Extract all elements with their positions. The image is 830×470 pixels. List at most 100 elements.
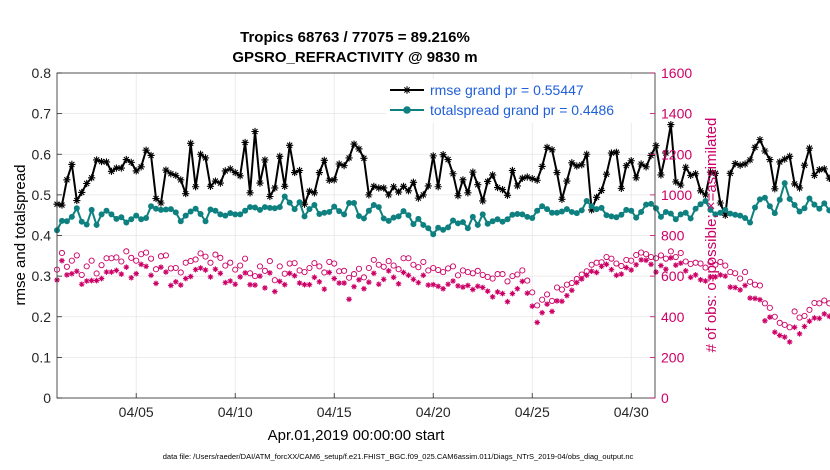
assimilated-obs-point	[465, 282, 471, 289]
totalspread-point	[400, 208, 407, 215]
totalspread-point	[410, 221, 417, 228]
totalspread-point	[598, 204, 605, 211]
rmse-point	[419, 191, 427, 199]
possible-obs-point	[316, 263, 323, 270]
possible-obs-point	[504, 278, 511, 285]
assimilated-obs-point	[197, 265, 204, 271]
assimilated-obs-point	[509, 290, 516, 297]
possible-obs-point	[306, 264, 313, 272]
rmse-point	[602, 170, 611, 178]
rmse-point	[484, 177, 492, 186]
rmse-point	[795, 184, 804, 192]
rmse-point	[538, 162, 546, 171]
possible-obs-point	[400, 255, 407, 262]
rmse-point	[127, 158, 135, 166]
rmse-point	[152, 194, 160, 203]
y-right-tick-label: 800	[661, 228, 685, 244]
assimilated-obs-point	[578, 276, 585, 282]
totalspread-point	[692, 205, 699, 212]
rmse-point	[711, 169, 719, 177]
chart-title-line2: GPSRO_REFRACTIVITY @ 9830 m	[232, 49, 477, 66]
assimilated-obs-point	[217, 270, 224, 277]
totalspread-point	[608, 213, 615, 220]
totalspread-point	[811, 201, 818, 208]
rmse-point	[102, 158, 111, 166]
totalspread-point	[469, 213, 476, 220]
totalspread-point	[722, 206, 729, 213]
possible-obs-point	[449, 263, 457, 270]
possible-obs-point	[311, 260, 318, 267]
legend-rmse-marker	[403, 86, 411, 94]
possible-obs-point	[816, 300, 823, 307]
possible-obs-point	[534, 302, 541, 309]
totalspread-point	[331, 203, 338, 210]
possible-obs-point	[202, 253, 209, 260]
assimilated-obs-point	[252, 282, 258, 288]
y-left-tick-label: 0.1	[32, 349, 52, 365]
rmse-point	[271, 184, 279, 192]
assimilated-obs-point	[366, 279, 372, 286]
rmse-point	[335, 160, 343, 168]
x-tick-label: 04/20	[416, 404, 451, 420]
assimilated-obs-point	[361, 285, 367, 292]
possible-obs-point	[544, 291, 551, 298]
possible-obs-point	[479, 271, 486, 278]
assimilated-obs-point	[583, 272, 590, 279]
possible-obs-point	[697, 260, 704, 267]
assimilated-obs-point	[781, 334, 788, 340]
rmse-point	[503, 191, 512, 199]
rmse-point	[305, 187, 314, 195]
possible-obs-point	[667, 248, 674, 255]
totalspread-point	[123, 219, 130, 226]
possible-obs-point	[489, 275, 496, 282]
assimilated-obs-point	[771, 329, 778, 335]
assimilated-obs-point	[222, 279, 229, 286]
assimilated-obs-point	[455, 283, 461, 289]
totalspread-point	[286, 199, 293, 206]
totalspread-point	[271, 205, 278, 212]
assimilated-obs-point	[806, 318, 813, 325]
possible-obs-point	[613, 260, 620, 267]
possible-obs-point	[148, 255, 155, 262]
possible-obs-point	[276, 263, 283, 270]
legend-box	[386, 79, 650, 123]
rmse-point	[677, 181, 685, 189]
rmse-point	[83, 179, 91, 188]
possible-obs-point	[776, 319, 783, 326]
possible-obs-point	[707, 259, 714, 266]
assimilated-obs-point	[786, 339, 793, 345]
totalspread-point	[707, 206, 714, 213]
y-left-tick-label: 0.3	[32, 268, 52, 284]
totalspread-point	[63, 218, 70, 225]
assimilated-obs-point	[133, 270, 140, 277]
possible-obs-point	[133, 257, 140, 264]
assimilated-obs-point	[549, 308, 555, 315]
rmse-point	[276, 152, 284, 160]
rmse-point	[474, 181, 482, 189]
possible-obs-point	[73, 252, 80, 259]
assimilated-obs-point	[573, 279, 580, 286]
possible-obs-point	[603, 253, 610, 261]
totalspread-point	[697, 201, 704, 208]
y-right-tick-label: 1200	[661, 146, 692, 162]
assimilated-obs-point	[83, 278, 90, 284]
rmse-point	[231, 168, 239, 177]
assimilated-obs-point	[232, 281, 239, 288]
rmse-point	[518, 174, 526, 182]
rmse-point	[172, 171, 180, 179]
totalspread-point	[405, 212, 412, 219]
totalspread-point	[603, 212, 610, 219]
rmse-point	[192, 183, 200, 191]
totalspread-point	[301, 213, 308, 220]
assimilated-obs-point	[415, 279, 422, 286]
possible-obs-point	[672, 253, 679, 261]
totalspread-point	[623, 206, 630, 213]
totalspread-point	[791, 202, 798, 209]
possible-obs-point	[791, 308, 798, 315]
rmse-point	[320, 156, 328, 164]
rmse-point	[716, 199, 724, 207]
x-tick-label: 04/25	[515, 404, 550, 420]
assimilated-obs-point	[653, 269, 659, 275]
assimilated-obs-point	[108, 269, 115, 275]
rmse-point	[558, 195, 566, 203]
